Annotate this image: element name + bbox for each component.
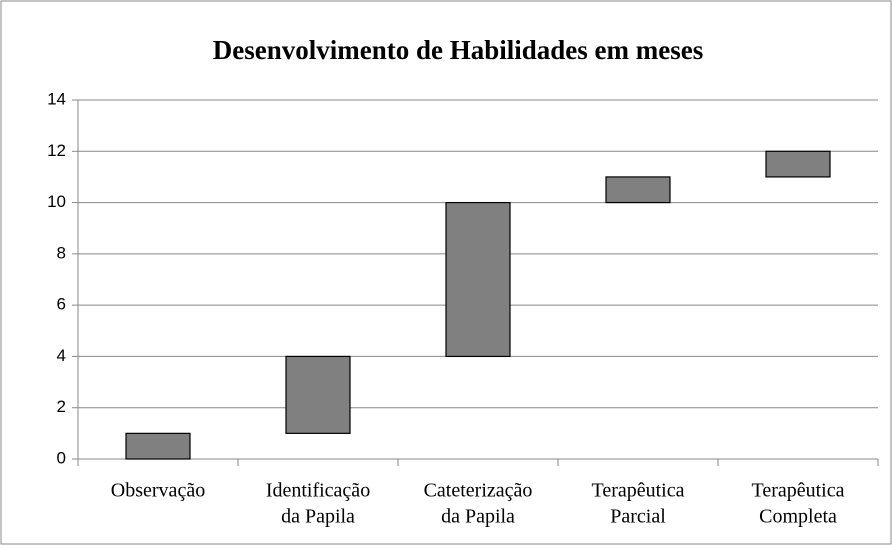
chart-title: Desenvolvimento de Habilidades em meses <box>213 35 703 65</box>
x-tick-label: da Papila <box>441 506 515 528</box>
x-tick-label: Terapêutica <box>752 480 845 502</box>
x-tick-label: Identificação <box>266 480 370 502</box>
x-tick-label: Parcial <box>610 506 666 528</box>
bar <box>125 432 191 460</box>
y-tick-label: 10 <box>47 192 66 211</box>
x-tick-label: Terapêutica <box>592 480 685 502</box>
bar <box>445 201 511 358</box>
y-tick-label: 0 <box>57 448 66 467</box>
x-tick-label: Completa <box>759 506 837 528</box>
x-tick-label: Cateterização <box>424 480 533 502</box>
x-tick-label: Observação <box>111 480 205 502</box>
y-tick-label: 2 <box>57 397 66 416</box>
y-tick-label: 4 <box>57 346 66 365</box>
bar <box>765 150 831 178</box>
y-tick-label: 12 <box>47 141 66 160</box>
bar <box>285 355 351 434</box>
y-tick-label: 14 <box>47 89 66 108</box>
bar <box>605 176 671 204</box>
y-tick-label: 8 <box>57 243 66 262</box>
x-tick-label: da Papila <box>281 506 355 528</box>
y-tick-label: 6 <box>57 295 66 314</box>
